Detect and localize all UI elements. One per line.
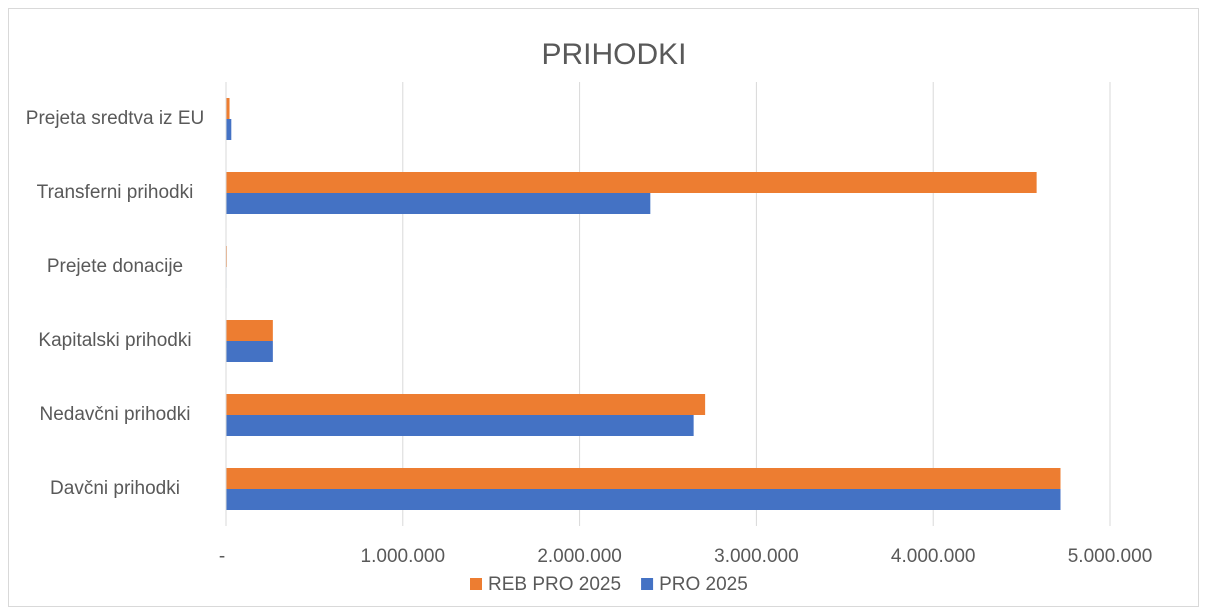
y-tick-label: Prejeta sredtva iz EU <box>25 108 205 129</box>
chart-border <box>8 8 1199 607</box>
x-tick-label: 1.000.000 <box>361 546 446 567</box>
y-tick-label: Prejete donacije <box>46 256 184 277</box>
x-tick-label: - <box>219 546 225 567</box>
legend-swatch <box>470 578 482 590</box>
bar <box>226 341 273 362</box>
bar <box>226 193 651 214</box>
bar <box>226 394 706 415</box>
y-tick-label: Davčni prihodki <box>50 478 180 499</box>
y-tick-label: Kapitalski prihodki <box>38 330 192 351</box>
legend-label: PRO 2025 <box>659 574 748 595</box>
y-tick-label: Nedavčni prihodki <box>39 404 191 425</box>
x-tick-label: 5.000.000 <box>1068 546 1153 567</box>
x-tick-label: 3.000.000 <box>714 546 799 567</box>
legend-swatch <box>641 578 654 590</box>
bar <box>226 415 694 436</box>
x-tick-label: 2.000.000 <box>537 546 622 567</box>
legend-label: REB PRO 2025 <box>488 574 621 595</box>
bar <box>226 172 1037 193</box>
y-tick-label: Transferni prihodki <box>36 182 194 203</box>
bar <box>226 468 1061 489</box>
bar <box>226 119 232 140</box>
bar <box>226 98 230 119</box>
chart-title: PRIHODKI <box>541 38 686 71</box>
x-tick-label: 4.000.000 <box>891 546 976 567</box>
bar <box>226 320 273 341</box>
bar <box>226 489 1061 510</box>
